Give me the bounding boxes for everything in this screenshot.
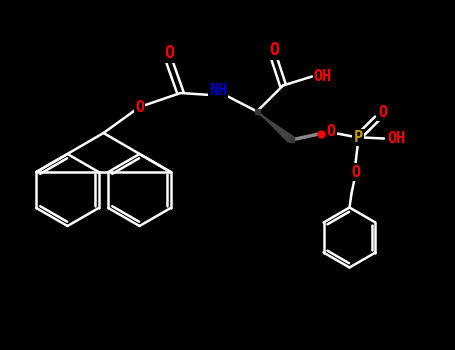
Text: O: O [165,44,175,62]
Text: O: O [351,164,360,180]
Text: O: O [135,99,144,114]
Text: O: O [379,105,388,120]
Text: O: O [326,124,335,139]
Text: P: P [354,130,363,145]
Polygon shape [257,112,294,143]
Text: OH: OH [388,131,406,146]
Text: OH: OH [314,69,332,84]
Bar [288,137,293,142]
Text: NH: NH [209,83,227,98]
Text: O: O [269,41,279,58]
Bar [254,109,259,114]
